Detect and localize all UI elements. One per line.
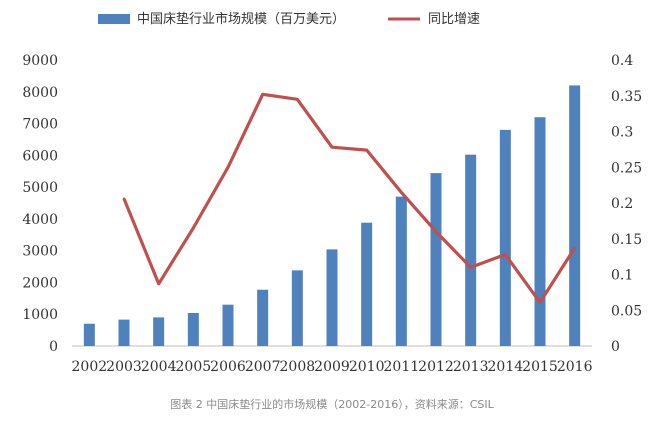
bar-2012: [430, 173, 442, 346]
x-tick-label: 2004: [141, 359, 177, 375]
x-tick-label: 2010: [349, 359, 385, 375]
growth-point-2003: [122, 197, 126, 200]
x-tick-label: 2002: [72, 359, 108, 375]
line-series: [122, 92, 577, 304]
right-tick-label: 0.4: [611, 53, 633, 69]
x-tick-label: 2011: [384, 359, 420, 375]
chart-caption: 图表 2 中国床垫行业的市场规模（2002-2016），资料来源：CSIL: [170, 398, 494, 411]
legend-bar-label: 中国床垫行业市场规模（百万美元）: [137, 11, 345, 27]
right-tick-label: 0.2: [611, 196, 633, 212]
x-tick-label: 2012: [418, 359, 454, 375]
left-tick-label: 5000: [22, 180, 58, 196]
x-tick-label: 2005: [176, 359, 212, 375]
growth-line: [122, 92, 577, 304]
bar-2015: [534, 117, 546, 346]
legend-bar-swatch: [98, 14, 130, 24]
growth-point-2013: [469, 266, 472, 269]
right-tick-label: 0.05: [611, 303, 642, 319]
bar-2011: [395, 196, 407, 346]
growth-point-2012: [434, 230, 438, 233]
left-axis-ticks: 0 1000 2000 3000 4000 5000 6000 7000 8000 9000: [22, 53, 58, 355]
left-tick-label: 7000: [22, 117, 58, 133]
bar-2007: [257, 289, 269, 346]
bar-2014: [499, 129, 511, 346]
left-tick-label: 4000: [22, 212, 58, 228]
right-tick-label: 0.1: [611, 268, 633, 284]
legend-line-label: 同比增速: [428, 12, 480, 27]
right-tick-label: 0.25: [611, 160, 642, 176]
bar-2009: [326, 249, 338, 346]
bar-2008: [291, 270, 303, 346]
right-axis-ticks: 0 0.05 0.1 0.15 0.2 0.25 0.3 0.35 0.4: [611, 53, 642, 355]
right-tick-label: 0: [611, 339, 620, 355]
growth-point-2014: [504, 253, 507, 256]
bar-2010: [361, 222, 373, 346]
bar-2005: [187, 312, 199, 346]
x-tick-label: 2016: [557, 359, 593, 375]
growth-point-2010: [365, 148, 368, 152]
growth-point-2007: [261, 93, 264, 96]
growth-point-2011: [400, 191, 403, 194]
growth-point-2009: [330, 146, 334, 149]
bar-2003: [118, 319, 130, 346]
right-tick-label: 0.35: [611, 89, 642, 105]
growth-point-2006: [226, 166, 230, 169]
left-tick-label: 8000: [22, 85, 58, 101]
growth-point-2005: [192, 226, 195, 230]
right-tick-label: 0.15: [611, 232, 642, 248]
x-tick-label: 2003: [106, 359, 142, 375]
x-tick-label: 2006: [210, 359, 246, 375]
growth-point-2004: [157, 282, 160, 285]
bar-2016: [569, 85, 581, 346]
x-tick-label: 2014: [488, 359, 524, 375]
x-tick-label: 2013: [453, 359, 489, 375]
bar-2002: [83, 323, 95, 346]
bar-2013: [465, 154, 477, 346]
bar-series: [83, 85, 581, 346]
chart-legend: 中国床垫行业市场规模（百万美元） 同比增速: [98, 11, 480, 27]
x-axis-ticks: 2002 2003 2004 2005 2006 2007 2008 2009 2010 2011…: [72, 359, 593, 375]
left-tick-label: 6000: [22, 148, 58, 164]
right-tick-label: 0.3: [611, 125, 633, 141]
growth-point-2015: [538, 301, 542, 304]
x-tick-label: 2009: [314, 359, 350, 375]
x-tick-label: 2008: [280, 359, 316, 375]
bar-2004: [153, 317, 165, 346]
left-tick-label: 2000: [22, 275, 58, 291]
x-tick-label: 2007: [245, 359, 281, 375]
left-tick-label: 9000: [22, 53, 58, 69]
left-tick-label: 3000: [22, 244, 58, 260]
bar-2006: [222, 304, 234, 346]
growth-point-2008: [296, 98, 299, 101]
x-tick-label: 2015: [522, 359, 558, 375]
growth-point-2016: [573, 246, 576, 250]
left-tick-label: 1000: [22, 307, 58, 323]
left-tick-label: 0: [49, 339, 58, 355]
